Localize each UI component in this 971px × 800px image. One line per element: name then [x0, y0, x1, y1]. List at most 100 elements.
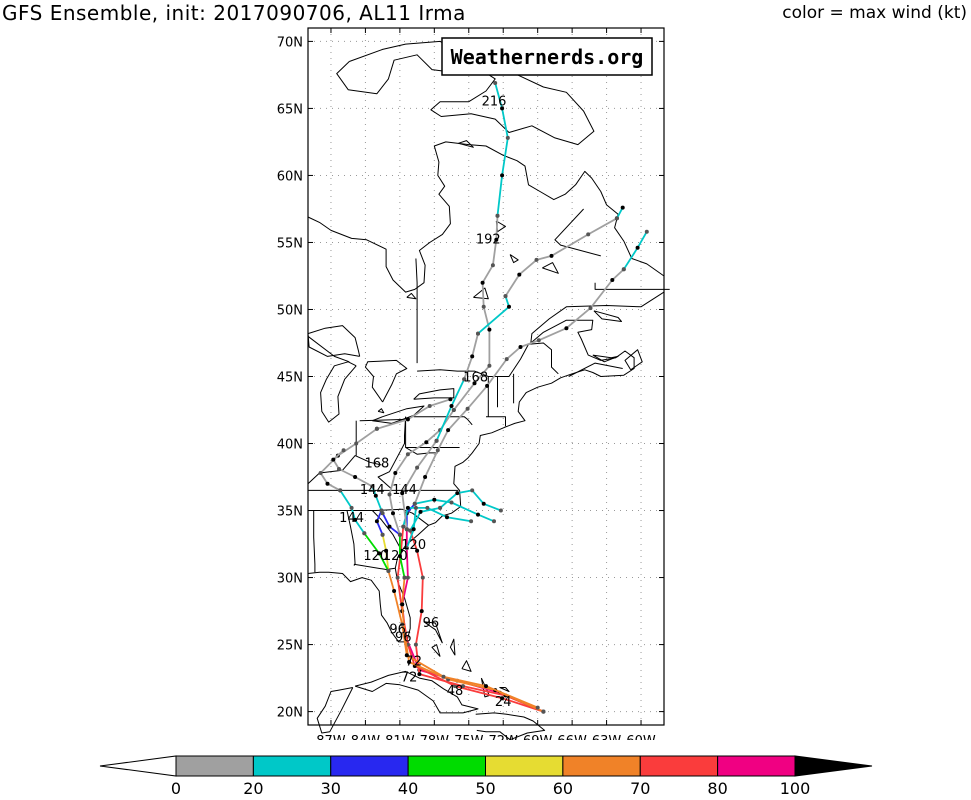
track-position-dot [380, 532, 385, 537]
track-position-dot [472, 381, 477, 386]
lat-tick-label: 45N [277, 371, 303, 386]
track-position-dot [487, 327, 492, 332]
track-position-dot [492, 519, 496, 524]
coastline [413, 416, 473, 426]
coastline [542, 262, 559, 274]
forecast-hour-label: 144 [360, 483, 385, 498]
ensemble-track [388, 409, 455, 536]
colorbar-tick-label: 30 [321, 779, 341, 798]
track-position-dot [354, 441, 359, 446]
track-position-dot [500, 173, 505, 178]
forecast-hour-label: 120 [363, 549, 388, 564]
coastline [499, 687, 510, 692]
lon-tick-label: 72W [489, 734, 519, 740]
track-position-dot [621, 267, 626, 272]
lon-tick-label: 75W [454, 734, 484, 740]
track-position-dot [353, 517, 358, 522]
lon-tick-label: 81W [385, 734, 415, 740]
ensemble-track [439, 489, 502, 512]
colorbar-segment [175, 755, 254, 777]
colorbar-tick-label: 0 [171, 779, 181, 798]
track-position-dot [445, 515, 449, 520]
track-position-dot [484, 684, 488, 689]
track-position-dot [455, 491, 460, 496]
ensemble-track [401, 439, 438, 531]
track-position-dot [404, 546, 409, 551]
lat-tick-label: 50N [277, 303, 303, 318]
lat-tick-label: 60N [277, 169, 303, 184]
track-position-dot [505, 135, 510, 140]
track-position-dot [415, 548, 420, 553]
ensemble-track [376, 398, 452, 430]
lon-tick-label: 84W [351, 734, 381, 740]
color-legend-label: color = max wind (kt) [782, 3, 967, 23]
track-position-dot [411, 527, 416, 532]
track-position-dot [620, 205, 625, 210]
lat-tick-label: 30N [277, 572, 303, 587]
track-position-dot [377, 551, 382, 556]
track-position-dot [500, 696, 505, 701]
colorbar-segment [562, 755, 641, 777]
colorbar-tick-label: 60 [553, 779, 573, 798]
track-position-dot [415, 465, 420, 470]
track-position-dot [485, 383, 490, 388]
track-position-dot [341, 448, 346, 453]
track-position-dot [331, 457, 336, 462]
colorbar-tick-label: 80 [707, 779, 727, 798]
track-position-dot [404, 653, 409, 658]
coastline [554, 208, 601, 257]
track-position-dot [418, 509, 423, 514]
forecast-hour-label: 192 [476, 232, 501, 247]
lat-tick-label: 65N [277, 102, 303, 117]
coastline [593, 310, 622, 322]
ensemble-track [622, 230, 648, 271]
track-position-dot [425, 505, 430, 510]
coastline [307, 455, 382, 485]
track-position-dot [402, 575, 407, 580]
coastline [354, 670, 479, 714]
track-position-dot [397, 554, 402, 559]
colorbar-segment [485, 755, 564, 777]
coastline [316, 687, 354, 734]
coastline [415, 258, 418, 364]
track-position-dot [405, 417, 410, 422]
forecast-hour-label: 120 [401, 538, 426, 553]
track-position-dot [644, 229, 649, 234]
track-position-dot [487, 363, 492, 368]
coastline [488, 342, 559, 377]
track-position-dot [535, 705, 540, 710]
track-position-dot [417, 672, 422, 677]
coastline [431, 644, 441, 657]
track-position-dot [407, 660, 412, 664]
lat-tick-label: 20N [277, 706, 303, 721]
track-position-dot [318, 471, 323, 475]
track-position-dot [586, 232, 591, 237]
track-position-dot [362, 531, 367, 536]
track-position-dot [462, 377, 467, 382]
track-position-dot [400, 622, 405, 627]
forecast-hour-label: 168 [364, 456, 389, 471]
track-position-dot [419, 609, 424, 614]
track-position-dot [541, 709, 546, 714]
lat-tick-label: 35N [277, 505, 303, 520]
ensemble-track [504, 217, 618, 297]
track-position-dot [635, 245, 640, 250]
track-position-dot [446, 428, 451, 433]
track-position-dot [435, 448, 440, 453]
chart-title: GFS Ensemble, init: 2017090706, AL11 Irm… [2, 1, 466, 25]
track-position-dot [534, 257, 539, 262]
track-position-dot [427, 404, 432, 408]
forecast-hour-label: 96 [389, 623, 406, 638]
track-position-dot [420, 575, 425, 580]
track-position-dot [405, 575, 410, 580]
colorbar-segment [407, 755, 486, 777]
track-position-dot [370, 484, 375, 489]
track-position-dot [610, 278, 615, 282]
track-position-dot [413, 505, 418, 510]
coastline [353, 563, 396, 570]
track-position-dot [405, 452, 410, 457]
track-position-dot [448, 397, 453, 402]
colorbar-tick-label: 50 [475, 779, 495, 798]
track-position-dot [476, 331, 480, 336]
